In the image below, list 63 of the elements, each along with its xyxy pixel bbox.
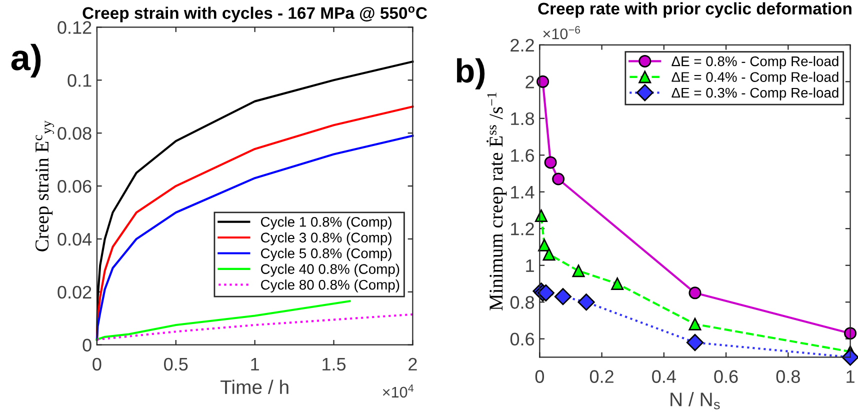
point	[578, 294, 595, 311]
x-tick-label: 0	[535, 370, 544, 383]
line-series	[96, 313, 414, 341]
y-axis-title: Minimum creep rate Ė$^{ss}$ /s$^{−1}$	[486, 92, 507, 310]
y-axis-title: Creep strain E$^{c}$$_{yy}$	[36, 120, 54, 252]
legend-label: ΔE = 0.3% - Comp Re-load	[672, 87, 838, 100]
x-tick-label: 1	[251, 358, 259, 370]
y-tick-label: 1.6	[511, 149, 534, 162]
legend-label: Cycle 1 0.8% (Comp)	[261, 216, 392, 230]
text: ×10$^{−6}$	[543, 26, 580, 40]
y-tick-label: 0.6	[510, 332, 534, 346]
x-tick-label: 0.6	[714, 370, 738, 383]
x-tick-label: 0.8	[776, 370, 800, 383]
x-tick-label: 0.2	[590, 370, 614, 383]
x-axis-title: Time / h	[220, 380, 288, 394]
point	[537, 284, 554, 302]
point	[844, 327, 857, 340]
legend-label: ΔE = 0.4% - Comp Re-load	[672, 72, 838, 85]
point	[842, 348, 858, 366]
x-tick-label: 1	[846, 370, 854, 383]
point	[686, 334, 704, 352]
chart-title: Creep rate with prior cyclic deformation	[538, 2, 852, 18]
y-tick-label: 0.06	[58, 180, 92, 193]
point	[688, 318, 702, 330]
y-tick-label: 2	[526, 76, 534, 88]
point	[534, 210, 548, 222]
text: b)	[456, 58, 485, 90]
y-tick-label: 1	[526, 259, 534, 272]
legend-label: Cycle 3 0.8% (Comp)	[261, 232, 392, 246]
x-tick-label: 0	[92, 358, 102, 371]
y-tick-label: 1.2	[511, 222, 534, 236]
chart-title: Creep strain with cycles - 167 MPa @ 550$^{o}$C	[82, 6, 428, 22]
y-tick-label: 0.08	[58, 127, 92, 140]
legend-label: Cycle 80 0.8% (Comp)	[261, 279, 400, 292]
x-tick-label: 0.5	[164, 358, 188, 371]
text: ×10$^{4}$	[382, 384, 414, 398]
point	[554, 288, 572, 306]
x-tick-label: 0.4	[652, 370, 676, 383]
y-tick-label: 0.12	[58, 21, 92, 34]
y-tick-label: 1.8	[511, 112, 534, 126]
point	[611, 277, 624, 290]
x-axis-title: N / N$_{s}$	[670, 392, 720, 410]
point	[542, 248, 556, 261]
point	[572, 264, 585, 278]
legend-label: Cycle 40 0.8% (Comp)	[261, 264, 400, 277]
y-tick-label: 1.4	[511, 186, 534, 198]
point	[536, 75, 550, 88]
legend-label: ΔE = 0.8% - Comp Re-load	[672, 56, 838, 69]
y-tick-label: 2.2	[510, 38, 534, 52]
text: a)	[11, 44, 41, 78]
y-tick-label: 0	[82, 338, 92, 352]
legend-label: Cycle 5 0.8% (Comp)	[261, 248, 392, 261]
point	[552, 172, 565, 186]
point	[688, 286, 702, 300]
line-series	[96, 300, 351, 341]
y-tick-label: 0.8	[510, 296, 534, 309]
y-tick-label: 0.1	[68, 74, 92, 87]
y-tick-label: 0.02	[58, 286, 92, 299]
point	[538, 238, 551, 252]
point	[544, 156, 557, 169]
y-tick-label: 0.04	[58, 232, 92, 246]
x-tick-label: 2	[408, 358, 417, 370]
x-tick-label: 1.5	[322, 358, 346, 371]
